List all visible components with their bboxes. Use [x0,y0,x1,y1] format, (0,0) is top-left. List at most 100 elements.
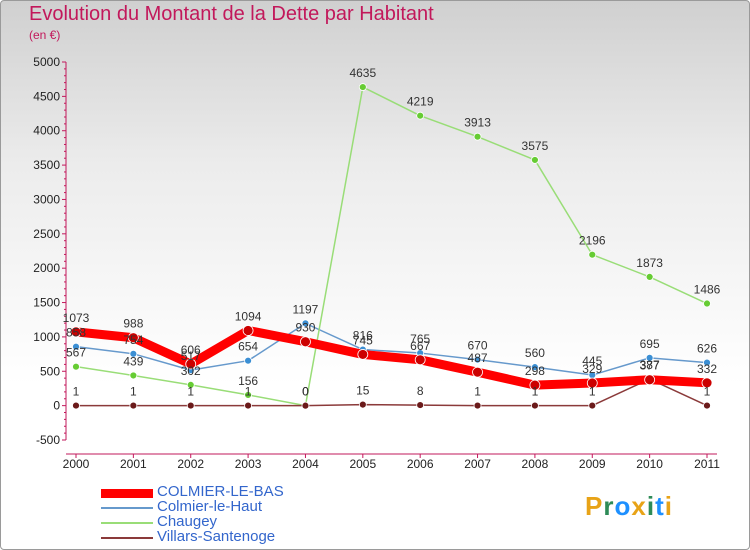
legend-swatch [101,537,153,539]
series-layer [70,83,713,410]
data-label: 1873 [636,256,663,270]
data-label: 302 [181,364,201,378]
data-point [472,366,483,378]
data-label: 298 [525,364,545,378]
data-point [72,362,80,371]
data-label: 1486 [694,283,721,297]
data-label: 654 [238,340,258,354]
data-point [645,273,654,281]
data-label: 387 [640,358,660,372]
data-label: 8 [417,384,424,398]
legend-swatch [101,522,153,524]
data-point [588,250,597,259]
y-tick-label: 2500 [33,227,60,241]
data-label: 1 [704,385,711,399]
data-label: 487 [468,351,488,365]
data-point [531,156,539,164]
data-label: 1 [589,385,596,399]
data-point [70,326,82,338]
data-point [588,401,597,410]
unit-label: (en €) [29,28,61,42]
data-label: 1073 [63,311,90,325]
data-label: 329 [582,362,602,376]
data-point [357,349,369,360]
x-tick-label: 2004 [292,457,319,471]
data-label: 606 [181,343,201,357]
y-tick-label: 1000 [33,330,60,344]
data-point [72,342,80,351]
data-point [586,377,598,389]
data-point [414,354,426,366]
y-tick-label: -500 [36,433,60,447]
data-label: 445 [582,354,602,368]
data-point [129,349,138,358]
data-label: 0 [302,385,309,399]
series-line-colmier-le-haut [75,322,708,376]
data-label: 695 [640,337,660,351]
data-label: 560 [525,346,545,360]
data-point [129,371,138,380]
data-label: 858 [66,326,86,340]
x-tick-label: 2008 [522,457,549,471]
data-point [473,132,482,141]
data-point [701,377,713,389]
data-label: 1 [130,385,137,399]
data-label: 1 [532,385,539,399]
x-tick-label: 2006 [407,457,434,471]
data-point [358,83,367,91]
data-point [529,379,541,391]
data-point [301,319,310,328]
x-tick-label: 2010 [636,457,663,471]
data-point [416,401,425,409]
data-label: 15 [356,384,370,398]
data-label: 2196 [579,234,606,248]
data-point [244,356,252,365]
data-label: 3913 [464,116,491,130]
data-point [645,353,654,362]
chart-title: Evolution du Montant de la Dette par Hab… [29,3,434,25]
data-point [186,380,195,389]
y-tick-label: 4500 [33,89,60,103]
data-point [473,401,482,410]
legend-label: COLMIER-LE-BAS [157,483,284,500]
data-point [301,401,310,410]
data-point [129,401,138,410]
data-label: 4635 [349,66,376,80]
data-label: 517 [181,349,201,363]
data-point [531,401,539,410]
data-label: 1094 [235,309,262,323]
data-point [127,332,139,344]
y-tick-label: 3500 [33,158,60,172]
data-point [703,299,711,308]
data-point [644,374,656,386]
data-label: 0 [302,385,309,399]
series-line-villars-santenoge [75,378,708,407]
data-point [72,401,80,410]
data-point [244,391,252,399]
data-label: 765 [410,332,430,346]
y-tick-label: 5000 [33,55,60,69]
data-label: 670 [468,339,488,353]
y-tick-label: 2000 [33,261,60,275]
x-tick-label: 2002 [177,457,204,471]
data-label: 377 [640,359,660,373]
y-tick-label: 4000 [33,124,60,138]
data-point [416,111,425,120]
data-label: 930 [295,321,315,335]
x-tick-label: 2011 [694,457,720,471]
data-label: 332 [697,362,717,376]
data-label: 567 [66,346,86,360]
data-label: 1 [187,385,194,399]
data-label: 439 [123,354,143,368]
data-point [186,401,195,410]
data-label: 745 [353,333,373,347]
legend-label: Colmier-le-Haut [157,498,263,515]
data-label: 156 [238,374,258,388]
data-labels: 858 754 517 654 1197 816 765 670 560 445 695 626 567… [63,66,721,399]
data-point [531,363,539,372]
legend-swatch [101,507,153,509]
data-point [242,325,254,336]
data-label: 816 [353,329,373,343]
